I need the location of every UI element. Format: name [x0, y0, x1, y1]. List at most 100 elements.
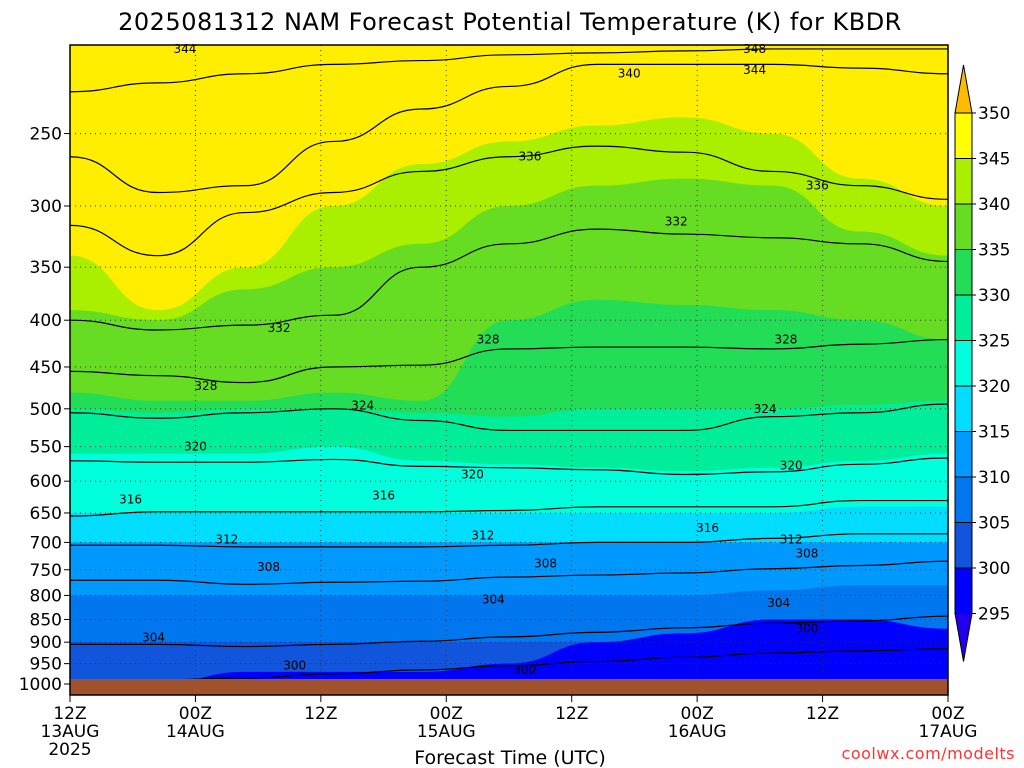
isentrope-label: 320 [461, 468, 484, 482]
isentrope-label: 308 [257, 560, 280, 574]
isentrope-label: 304 [142, 631, 165, 645]
x-tick-label: 17AUG [919, 722, 978, 742]
colorbar-swatch [954, 158, 973, 205]
y-tick-label: 700 [30, 533, 62, 553]
isentrope-332 [70, 228, 948, 331]
x-tick-label: 15AUG [417, 722, 476, 742]
isentrope-label: 304 [767, 596, 790, 610]
colorbar-label: 340 [978, 195, 1010, 215]
isentrope-label: 320 [780, 459, 803, 473]
colorbar-label: 320 [978, 377, 1010, 397]
y-tick-label: 850 [30, 610, 62, 630]
x-tick-label: 12Z [53, 704, 86, 724]
colorbar-swatch [954, 294, 973, 341]
isentrope-label: 336 [806, 179, 829, 193]
isentrope-label: 336 [518, 150, 541, 164]
isentrope-lines [70, 48, 948, 685]
isentrope-label: 312 [215, 533, 238, 547]
gridlines [70, 45, 948, 695]
isentrope-label: 300 [795, 622, 818, 636]
isentrope-308 [70, 560, 948, 585]
x-tick-label: 00Z [681, 704, 714, 724]
colorbar-swatch [954, 340, 973, 387]
colorbar-bottom-arrow [954, 613, 973, 662]
y-tick-label: 300 [30, 197, 62, 217]
y-tick-label: 900 [30, 633, 62, 653]
x-axis-label: Forecast Time (UTC) [414, 747, 605, 768]
x-tick-label: 12Z [304, 704, 337, 724]
x-tick-label: 13AUG [41, 722, 100, 742]
surface-band [70, 679, 948, 695]
x-tick-label: 00Z [179, 704, 212, 724]
colorbar-swatch [954, 567, 973, 614]
isentrope-label: 332 [665, 215, 688, 229]
colorbar-label: 300 [978, 559, 1010, 579]
x-tick-label: 12Z [806, 704, 839, 724]
colorbar-top-arrow [954, 64, 973, 114]
x-tick-label: 00Z [430, 704, 463, 724]
y-tick-label: 550 [30, 438, 62, 458]
y-tick-label: 650 [30, 504, 62, 524]
colorbar-label: 315 [978, 423, 1010, 443]
isentrope-320 [70, 457, 948, 476]
colorbar-label: 330 [978, 286, 1010, 306]
y-tick-label: 1000 [19, 675, 62, 695]
y-tick-label: 350 [30, 258, 62, 278]
colorbar-label: 305 [978, 514, 1010, 534]
isentrope-label: 312 [471, 529, 494, 543]
colorbar-swatch [954, 112, 973, 159]
credit-text: coolwx.com/modelts [842, 744, 1015, 763]
plot-area [70, 45, 948, 695]
isentrope-label: 328 [775, 333, 798, 347]
y-tick-label: 500 [30, 400, 62, 420]
isentrope-label: 344 [174, 42, 197, 56]
isentrope-label: 324 [754, 402, 777, 416]
isentrope-324 [70, 403, 948, 432]
y-tick-label: 800 [30, 586, 62, 606]
y-tick-label: 450 [30, 358, 62, 378]
isentrope-312 [70, 533, 948, 548]
y-tick-label: 250 [30, 125, 62, 145]
colorbar-swatch [954, 431, 973, 478]
colorbar-swatch [954, 203, 973, 250]
isentrope-label: 340 [618, 67, 641, 81]
isentrope-label: 328 [194, 379, 217, 393]
colorbar-label: 310 [978, 468, 1010, 488]
y-tick-label: 600 [30, 472, 62, 492]
chart-title: 2025081312 NAM Forecast Potential Temper… [118, 8, 902, 36]
colorbar-label: 350 [978, 104, 1010, 124]
isentrope-label: 300 [513, 663, 536, 677]
isentrope-label: 324 [351, 399, 374, 413]
isentrope-label: 320 [184, 440, 207, 454]
isentrope-label: 316 [372, 488, 395, 502]
isentrope-344 [70, 48, 948, 93]
plot-frame [69, 44, 949, 696]
isentrope-336 [70, 145, 948, 257]
colorbar-label: 345 [978, 150, 1010, 170]
isentrope-label: 312 [780, 533, 803, 547]
y-axis-ticks: 250 300 350 400 450 500 550 600 650 700 750 800 850 9… [19, 125, 70, 695]
colorbar-swatch [954, 522, 973, 569]
x-tick-label: 16AUG [668, 722, 727, 742]
y-tick-label: 950 [30, 655, 62, 675]
isentrope-label: 348 [743, 42, 766, 56]
isentrope-label: 328 [477, 333, 500, 347]
isentrope-label: 316 [696, 521, 719, 535]
isentrope-label: 332 [268, 321, 291, 335]
isentrope-304 [70, 615, 948, 648]
colorbar-label: 295 [978, 605, 1010, 625]
isentrope-label: 308 [795, 547, 818, 561]
x-tick-label: 14AUG [166, 722, 225, 742]
y-tick-label: 400 [30, 311, 62, 331]
colorbar-label: 335 [978, 241, 1010, 261]
isentrope-label: 300 [283, 659, 306, 673]
isentrope-316 [70, 499, 948, 517]
color-bands [70, 45, 948, 695]
isentrope-label: 316 [119, 492, 142, 506]
colorbar-swatch [954, 476, 973, 523]
x-tick-label: 2025 [48, 740, 91, 760]
isentrope-328 [70, 338, 948, 384]
x-tick-label: 00Z [931, 704, 964, 724]
